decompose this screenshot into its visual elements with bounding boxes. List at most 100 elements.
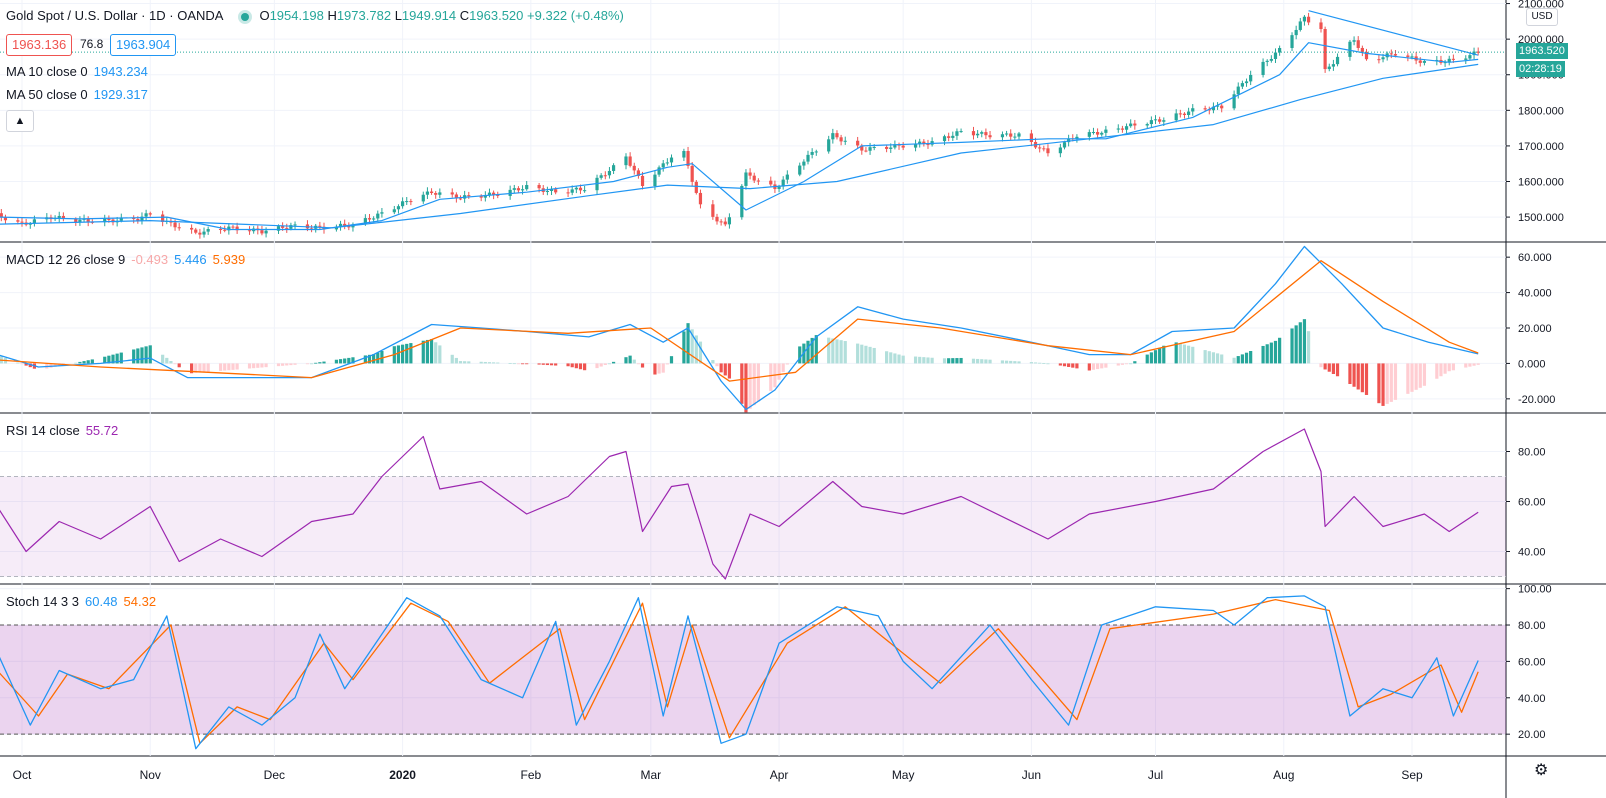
spread-value: 76.8 <box>80 37 104 51</box>
macd-hist-bar <box>988 359 992 364</box>
macd-legend[interactable]: MACD 12 26 close 9 -0.493 5.446 5.939 <box>6 252 245 267</box>
macd-hist-bar <box>173 363 177 365</box>
candle-body <box>864 150 868 152</box>
candle-body <box>16 220 20 222</box>
candle-body <box>1207 109 1211 111</box>
candle-body <box>1464 58 1468 60</box>
candle-body <box>566 192 570 194</box>
macd-hist-bar <box>1377 363 1381 404</box>
time-tick-label: Aug <box>1273 768 1294 782</box>
buy-price-button[interactable]: 1963.904 <box>110 34 177 56</box>
candle-body <box>483 195 487 198</box>
candle-body <box>132 217 136 220</box>
macd-hist-bar <box>669 356 674 364</box>
macd-hist-bar <box>1120 363 1125 365</box>
low-value: 1949.914 <box>401 8 457 23</box>
macd-hist-bar <box>53 363 57 367</box>
macd-hist-bar <box>227 363 231 371</box>
candle-body <box>1472 51 1476 56</box>
candle-body <box>223 229 227 231</box>
macd-hist-bar <box>1352 363 1356 387</box>
ma10-legend[interactable]: MA 10 close 0 1943.234 <box>6 64 148 79</box>
macd-hist-bar <box>206 363 210 372</box>
macd-hist-bar <box>856 343 860 364</box>
rsi-legend[interactable]: RSI 14 close 55.72 <box>6 423 118 438</box>
candle-body <box>467 195 471 197</box>
macd-hist-bar <box>347 357 351 364</box>
candle-body <box>1091 132 1096 134</box>
macd-hist-bar <box>202 363 206 373</box>
candle-body <box>1422 61 1427 63</box>
candle-body <box>1095 132 1100 135</box>
macd-hist-bar <box>798 346 802 364</box>
candle-body <box>1273 52 1278 59</box>
macd-hist-bar <box>885 351 889 364</box>
macd-hist-bar <box>640 363 645 368</box>
candle-body <box>1261 61 1265 75</box>
candle-body <box>425 191 430 195</box>
macd-hist-bar <box>161 354 165 364</box>
macd-hist-bar <box>450 354 454 364</box>
currency-button[interactable]: USD <box>1526 8 1558 26</box>
candle-body <box>947 136 951 138</box>
macd-hist-bar <box>194 363 198 373</box>
macd-hist-bar <box>111 354 115 364</box>
candle-body <box>719 221 723 223</box>
sell-price-button[interactable]: 1963.136 <box>6 34 73 56</box>
macd-hist-bar <box>235 363 239 370</box>
macd-hist-bar <box>653 363 657 375</box>
candle-body <box>1029 133 1034 142</box>
macd-hist-bar <box>611 361 616 364</box>
price-tick-label: -20.000 <box>1518 394 1555 406</box>
rsi-line <box>0 428 1479 580</box>
macd-hist-bar <box>922 357 926 364</box>
macd-hist-bar <box>281 363 285 366</box>
macd-hist-bar <box>260 363 264 368</box>
candle-body <box>338 223 343 227</box>
macd-hist-bar <box>694 335 698 364</box>
macd-hist-bar <box>1203 350 1207 364</box>
candle-body <box>1000 134 1005 138</box>
time-tick-label: May <box>892 768 915 782</box>
macd-hist-bar <box>1104 363 1108 368</box>
macd-hist-bar <box>1087 363 1091 371</box>
candle-body <box>549 189 554 191</box>
candle-body <box>363 218 367 225</box>
stoch-legend[interactable]: Stoch 14 3 3 60.48 54.32 <box>6 594 156 609</box>
candle-body <box>409 201 413 203</box>
macd-hist-bar <box>1443 363 1447 374</box>
macd-hist-bar <box>1265 344 1269 364</box>
macd-hist-bar <box>454 357 458 364</box>
candle-body <box>293 224 297 226</box>
candle-body <box>1013 136 1017 138</box>
candle-body <box>669 157 674 163</box>
candle-body <box>1153 119 1158 121</box>
macd-hist-bar <box>930 357 934 364</box>
candle-body <box>1042 148 1046 150</box>
ma50-legend[interactable]: MA 50 close 0 1929.317 <box>6 87 148 102</box>
candle-body <box>434 192 438 195</box>
candle-body <box>28 223 32 225</box>
macd-hist-bar <box>690 329 694 364</box>
macd-hist-bar <box>1406 363 1410 394</box>
macd-hist-bar <box>467 361 471 364</box>
candle-body <box>508 189 512 196</box>
macd-hist-bar <box>231 363 235 370</box>
macd-hist-value: -0.493 <box>131 252 169 267</box>
symbol-title[interactable]: Gold Spot / U.S. Dollar · 1D · OANDA <box>6 8 224 23</box>
macd-hist-bar <box>334 359 339 364</box>
collapse-legend-button[interactable]: ▲ <box>6 110 34 132</box>
macd-hist-bar <box>140 347 144 364</box>
candle-body <box>376 213 380 219</box>
candle-body <box>1290 35 1294 48</box>
macd-hist-bar <box>396 345 401 364</box>
macd-line <box>0 245 1479 411</box>
gear-icon[interactable]: ⚙ <box>1534 762 1549 779</box>
macd-hist-bar <box>1414 363 1418 390</box>
candle-body <box>570 189 574 193</box>
macd-hist-bar <box>901 355 905 364</box>
macd-hist-bar <box>148 345 152 364</box>
candle-body <box>959 131 963 133</box>
macd-hist-bar <box>893 353 897 364</box>
